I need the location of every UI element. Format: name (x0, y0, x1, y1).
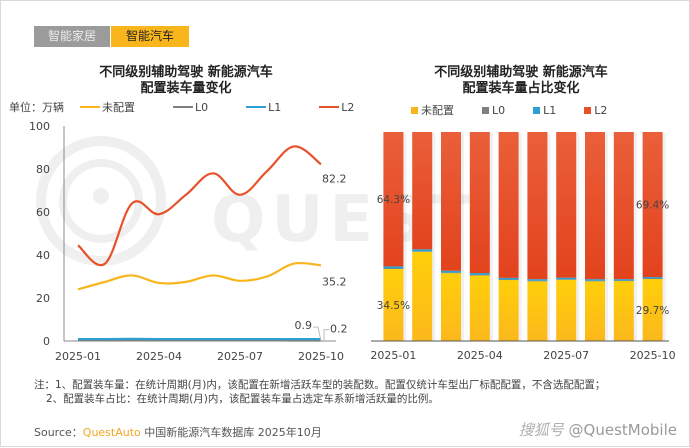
bar-segment-l1 (412, 249, 432, 251)
source-prefix: Source： (34, 426, 83, 439)
bar-segment-l0 (412, 251, 432, 252)
bar-segment-unconfigured (527, 281, 547, 341)
x-tick-label: 2025-07 (543, 349, 589, 362)
stacked-bar-chart: 2025-01 2025-04 2025-07 2025-10 64.3% 34.5% 69… (370, 132, 675, 362)
platform-name: 搜狐号 (519, 421, 564, 439)
x-tick-label: 2025-04 (136, 350, 182, 363)
bar-segment-unconfigured (441, 273, 461, 341)
bar-segment-l2 (412, 132, 432, 249)
bar-segment-l1 (585, 279, 605, 281)
y-tick-label: 100 (29, 120, 50, 133)
x-tick-label: 2025-07 (217, 350, 263, 363)
bar-segment-l1 (556, 278, 576, 280)
svg-text:QUEST: QUEST (211, 183, 481, 257)
data-label: 34.5% (377, 300, 410, 312)
bar-segment-l2 (527, 132, 547, 279)
bar-segment-l0 (499, 280, 519, 281)
y-tick-label: 0 (43, 335, 50, 348)
bar-segment-l1 (470, 273, 490, 275)
bar-segment-l0 (643, 279, 663, 280)
y-tick-label: 20 (36, 292, 50, 305)
x-tick-label: 2025-10 (298, 350, 344, 363)
source-brand: QuestAuto (83, 426, 141, 439)
bar-segment-l1 (499, 278, 519, 280)
y-tick-label: 80 (36, 163, 50, 176)
data-label: 69.4% (636, 200, 669, 212)
x-tick-label: 2025-10 (630, 349, 676, 362)
bar-segment-l2 (470, 132, 490, 273)
footnote-1: 注：1、配置装车量：在统计周期(月)内，该配置在新增活跃车型的装配数。配置仅统计… (34, 378, 605, 392)
bar-segment-l1 (441, 271, 461, 273)
bar-segment-l0 (527, 281, 547, 282)
bar-segment-l2 (441, 132, 461, 271)
x-tick-label: 2025-01 (55, 350, 101, 363)
platform-handle: @QuestMobile (569, 421, 677, 439)
bar-segment-l0 (470, 275, 490, 276)
footnote-2: 2、配置装车占比：在统计周期(月)内，该配置装车量占选定车系新增活跃量的比例。 (34, 392, 605, 406)
x-tick-label: 2025-04 (457, 349, 503, 362)
bar-segment-l1 (643, 277, 663, 278)
y-tick-label: 40 (36, 249, 50, 262)
bar-segment-unconfigured (614, 281, 634, 341)
source-line: Source：QuestAuto 中国新能源汽车数据库 2025年10月 (34, 424, 322, 440)
data-label: 35.2 (322, 275, 347, 288)
bar-segment-unconfigured (585, 281, 605, 341)
data-label: 64.3% (377, 194, 410, 206)
y-tick-label: 60 (36, 206, 50, 219)
bar-segment-l2 (556, 132, 576, 278)
bar-segment-l0 (441, 273, 461, 274)
footnotes: 注：1、配置装车量：在统计周期(月)内，该配置在新增活跃车型的装配数。配置仅统计… (34, 378, 605, 406)
series-line-unconfigured (78, 263, 321, 289)
bar-segment-l0 (614, 281, 634, 282)
bar-segment-l1 (527, 279, 547, 281)
data-label: 82.2 (322, 172, 347, 185)
bar-segment-l0 (585, 281, 605, 282)
bar-segment-l2 (499, 132, 519, 278)
bar-segment-unconfigured (499, 280, 519, 341)
bar-segment-l2 (585, 132, 605, 279)
bar-segment-l2 (614, 132, 634, 279)
bar-segment-unconfigured (470, 275, 490, 341)
data-label: 29.7% (636, 305, 669, 317)
bar-segment-l1 (614, 279, 634, 280)
bar-segment-unconfigured (556, 280, 576, 341)
bar-segment-l0 (556, 279, 576, 280)
bar-segment-l1 (383, 266, 403, 268)
source-suffix: 中国新能源汽车数据库 2025年10月 (141, 426, 322, 439)
data-label: 0.2 (330, 323, 348, 336)
leader-line (324, 330, 329, 341)
platform-watermark: 搜狐号 @QuestMobile (519, 419, 677, 440)
data-label: 0.9 (295, 319, 313, 332)
x-tick-label: 2025-01 (370, 349, 416, 362)
bar-segment-unconfigured (412, 252, 432, 341)
bar-segment-l0 (383, 268, 403, 269)
